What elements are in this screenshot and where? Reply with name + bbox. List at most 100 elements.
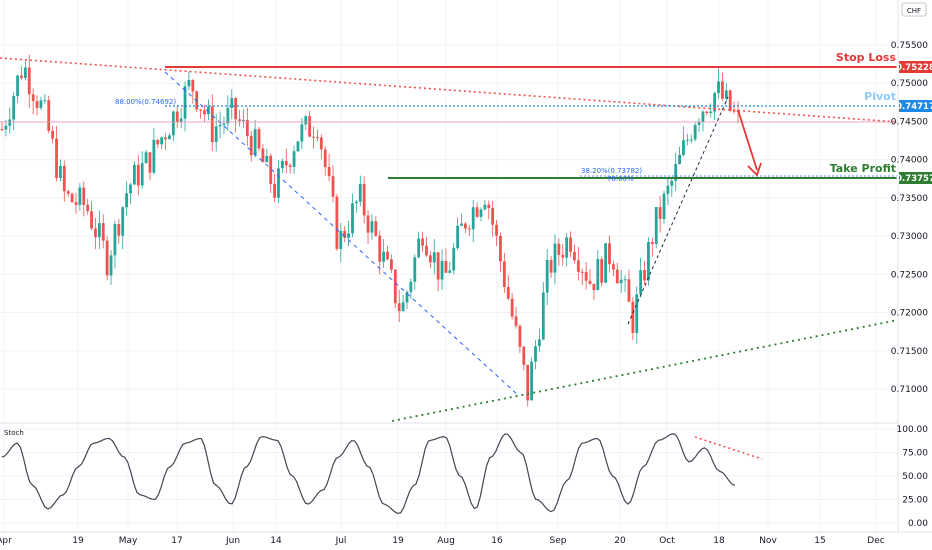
candle-body — [308, 116, 312, 137]
candle-body — [374, 221, 378, 236]
candle-body — [436, 252, 440, 280]
currency-badge[interactable] — [901, 2, 927, 17]
time-tick-label: 14 — [270, 536, 282, 546]
candle-body — [491, 207, 495, 225]
candle-body — [20, 75, 23, 79]
candle-body — [386, 251, 389, 260]
stop-loss-title: Stop Loss — [836, 51, 897, 64]
stop-loss-value: 0.75228 — [896, 63, 932, 73]
candle-body — [66, 191, 70, 194]
candle-body — [269, 155, 273, 184]
candle-body — [522, 346, 526, 365]
candle-body — [689, 139, 693, 141]
candle-body — [277, 168, 280, 198]
candle-body — [273, 183, 276, 198]
price-tick-label: 0.74500 — [891, 117, 928, 127]
candle-body — [460, 223, 463, 226]
candle-body — [331, 176, 335, 197]
candle-body — [709, 111, 713, 114]
candle-body — [316, 137, 319, 139]
candle-body — [327, 167, 331, 177]
stop-loss-tag — [899, 61, 932, 73]
candle-body — [210, 106, 214, 143]
candle-body — [487, 204, 491, 208]
candle-body — [397, 303, 401, 312]
candle-body — [8, 119, 12, 126]
candle-body — [537, 339, 541, 347]
candle-body — [257, 129, 261, 149]
candle-body — [409, 281, 413, 293]
candle-body — [405, 292, 409, 303]
stoch-tick-label: 50.00 — [902, 472, 928, 482]
candle-body — [86, 204, 90, 212]
candle-body — [413, 257, 417, 282]
candle-body — [569, 237, 572, 252]
time-tick-label: 19 — [72, 536, 84, 546]
candle-body — [639, 270, 643, 295]
candle-body — [366, 215, 370, 233]
price-tick-label: 0.72000 — [891, 309, 928, 319]
candle-body — [580, 271, 584, 273]
candle-body — [545, 260, 549, 293]
candle-body — [343, 230, 347, 238]
pivot-value: 0.74717 — [896, 102, 932, 112]
time-axis[interactable]: Apr 19 May 17 Jun 14 Jul 19 Aug 16 Sep 20 Oct 18 Nov 15… — [0, 531, 932, 546]
grid — [0, 0, 898, 532]
candle-body — [693, 124, 697, 140]
candle-body — [682, 140, 685, 155]
candle-body — [643, 270, 646, 281]
candle-body — [658, 207, 662, 219]
stoch-tick-label: 75.00 — [902, 449, 928, 459]
candle-body — [495, 224, 498, 236]
candle-body — [206, 106, 210, 115]
price-tick-label: 0.71000 — [891, 385, 928, 395]
candle-body — [199, 109, 203, 111]
candle-body — [417, 238, 421, 258]
candle-body — [631, 301, 635, 333]
price-pane-bg — [0, 0, 898, 422]
candle-body — [573, 251, 576, 261]
candle-body — [358, 183, 362, 202]
candle-body — [428, 255, 432, 263]
candle-body — [160, 137, 164, 145]
price-pane: Stop Loss Pivot Take Profit 88.00%(0.746… — [0, 0, 899, 532]
candle-body — [662, 193, 666, 219]
candle-body — [549, 260, 553, 273]
candle-body — [393, 269, 397, 304]
candle-body — [499, 235, 502, 262]
time-tick-label: May — [119, 536, 138, 546]
candle-body — [16, 75, 19, 97]
candle-body — [378, 235, 382, 262]
candle-body — [724, 90, 728, 99]
candle-body — [12, 96, 16, 120]
candle-body — [623, 279, 627, 281]
candle-body — [171, 111, 175, 136]
support-trendline — [391, 319, 899, 422]
candle-body — [475, 207, 479, 217]
candle-body — [541, 292, 545, 340]
candle-body — [425, 245, 428, 256]
candle-body — [432, 252, 436, 263]
candle-body — [467, 228, 471, 230]
candle-body — [55, 138, 58, 179]
price-tick-label: 0.75500 — [891, 41, 928, 51]
stoch-tick-label: 0.00 — [908, 519, 928, 529]
candle-body — [732, 110, 736, 112]
candle-body — [335, 196, 339, 249]
time-tick-label: Sep — [550, 536, 567, 546]
fib38-label: 38.20%(0.73782) — [581, 167, 642, 175]
time-tick-label: Jul — [335, 536, 347, 546]
candle-body — [650, 242, 654, 244]
candle-body — [697, 121, 701, 125]
candle-body — [101, 223, 105, 241]
stoch-trendline — [694, 436, 763, 460]
candle-body — [230, 98, 234, 108]
candle-body — [222, 123, 226, 125]
candle-body — [596, 259, 600, 291]
candle-body — [152, 139, 156, 173]
price-axis[interactable]: CHF 0.755000.750000.745000.740000.735000… — [891, 0, 932, 532]
candle-body — [35, 101, 39, 108]
fib78-label: 78.60% — [607, 175, 634, 183]
down-arrow-head — [747, 162, 762, 177]
candle-body — [506, 286, 510, 299]
